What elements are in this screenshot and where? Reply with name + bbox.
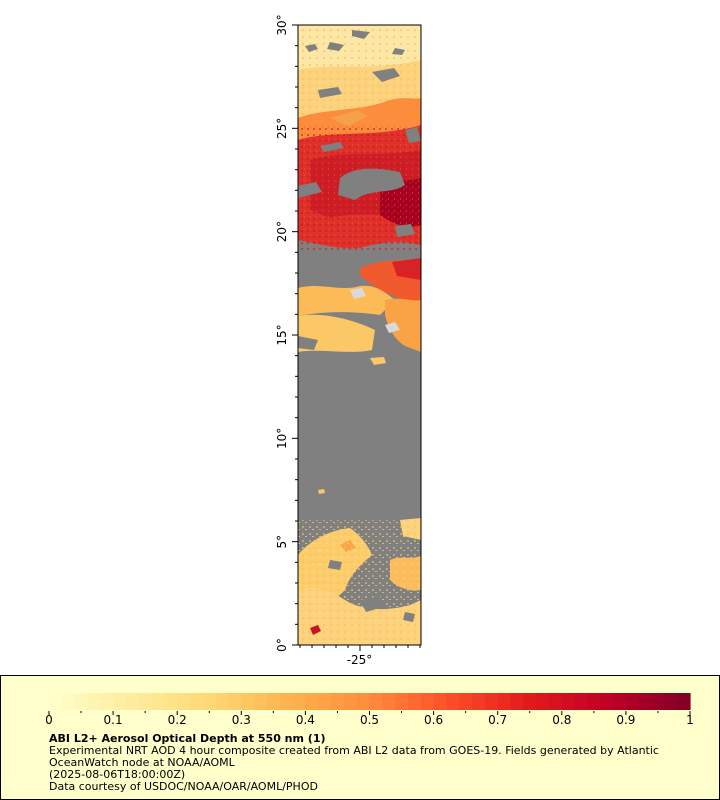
colorbar-step xyxy=(331,693,345,710)
colorbar-ticks: 0 0.1 0.2 0.3 0.4 0.5 0.6 0.7 0.8 0.9 1 xyxy=(45,711,694,727)
colorbar-step xyxy=(382,693,396,710)
colorbar-step xyxy=(459,693,473,710)
legend-description: Experimental NRT AOD 4 hour composite cr… xyxy=(49,744,659,769)
colorbar-tick-label: 0.5 xyxy=(360,713,379,727)
lat-tick-label: 15° xyxy=(275,324,289,345)
colorbar-step xyxy=(87,693,101,710)
colorbar-step xyxy=(356,693,371,710)
colorbar-step xyxy=(292,693,306,710)
map-area: 0° 5° 10° 15° 20° 25° 30° -25° xyxy=(275,14,422,667)
colorbar-step xyxy=(395,693,409,710)
longitude-axis: -25° xyxy=(299,645,421,667)
lat-tick-label: 5° xyxy=(275,535,289,549)
colorbar-step xyxy=(113,693,127,710)
colorbar-step xyxy=(138,693,153,710)
colorbar-tick-label: 0.9 xyxy=(616,713,635,727)
colorbar-step xyxy=(625,693,640,710)
colorbar-step xyxy=(587,693,601,710)
colorbar-step xyxy=(446,693,460,710)
colorbar-step xyxy=(266,693,281,710)
colorbar-tick-label: 0.1 xyxy=(104,713,123,727)
colorbar-step xyxy=(561,693,576,710)
colorbar-step xyxy=(677,693,691,710)
colorbar-step xyxy=(497,693,512,710)
colorbar-step xyxy=(510,693,524,710)
legend-title: ABI L2+ Aerosol Optical Depth at 550 nm … xyxy=(49,732,326,745)
colorbar-step xyxy=(202,693,217,710)
lat-tick-label: 0° xyxy=(275,638,289,652)
latitude-axis: 0° 5° 10° 15° 20° 25° 30° xyxy=(275,14,298,652)
colorbar-tick-label: 0.6 xyxy=(424,713,443,727)
colorbar-step xyxy=(74,693,89,710)
colorbar-tick-label: 0.4 xyxy=(296,713,315,727)
colorbar-step xyxy=(215,693,230,710)
legend-date: (2025-08-06T18:00:00Z) xyxy=(49,768,186,781)
colorbar-step xyxy=(664,693,678,710)
lat-tick-label: 20° xyxy=(275,221,289,242)
lon-tick-label: -25° xyxy=(347,653,373,667)
colorbar-step xyxy=(254,693,268,710)
colorbar-step xyxy=(305,693,319,710)
colorbar-tick-label: 1 xyxy=(686,713,694,727)
colorbar-step xyxy=(164,693,178,710)
colorbar-step xyxy=(228,693,242,710)
colorbar-tick-label: 0.3 xyxy=(232,713,251,727)
colorbar-step xyxy=(651,693,665,710)
colorbar-tick-label: 0 xyxy=(45,713,53,727)
colorbar-step xyxy=(548,693,563,710)
colorbar-tick-label: 0.8 xyxy=(552,713,571,727)
colorbar-step xyxy=(343,693,358,710)
aod-map: 0° 5° 10° 15° 20° 25° 30° -25° xyxy=(275,14,422,667)
colorbar-step xyxy=(125,693,140,710)
colorbar-step xyxy=(523,693,537,710)
colorbar-step xyxy=(318,693,332,710)
colorbar-step xyxy=(100,693,114,710)
colorbar-tick-label: 0.7 xyxy=(488,713,507,727)
colorbar-step xyxy=(279,693,294,710)
colorbar-step xyxy=(369,693,383,710)
colorbar-gradient xyxy=(49,693,691,710)
colorbar-step xyxy=(407,693,422,710)
legend-credit: Data courtesy of USDOC/NOAA/OAR/AOML/PHO… xyxy=(49,780,318,793)
lat-tick-label: 25° xyxy=(275,118,289,139)
colorbar-step xyxy=(190,693,204,710)
colorbar-step xyxy=(177,693,191,710)
colorbar-step xyxy=(484,693,499,710)
aod-data-field xyxy=(298,25,421,645)
colorbar-step xyxy=(433,693,448,710)
colorbar-step xyxy=(61,693,76,710)
colorbar-tick-label: 0.2 xyxy=(168,713,187,727)
colorbar-step xyxy=(49,693,63,710)
colorbar-step xyxy=(536,693,550,710)
lat-tick-label: 30° xyxy=(275,14,289,35)
legend-panel: 0 0.1 0.2 0.3 0.4 0.5 0.6 0.7 0.8 0.9 1 ABI L2+ Ae… xyxy=(0,675,720,800)
lat-tick-label: 10° xyxy=(275,428,289,449)
colorbar: 0 0.1 0.2 0.3 0.4 0.5 0.6 0.7 0.8 0.9 1 xyxy=(45,693,694,727)
colorbar-step xyxy=(420,693,435,710)
colorbar-step xyxy=(613,693,627,710)
colorbar-step xyxy=(472,693,486,710)
colorbar-step xyxy=(241,693,255,710)
colorbar-step xyxy=(151,693,165,710)
colorbar-step xyxy=(600,693,614,710)
colorbar-step xyxy=(638,693,653,710)
colorbar-step xyxy=(574,693,589,710)
